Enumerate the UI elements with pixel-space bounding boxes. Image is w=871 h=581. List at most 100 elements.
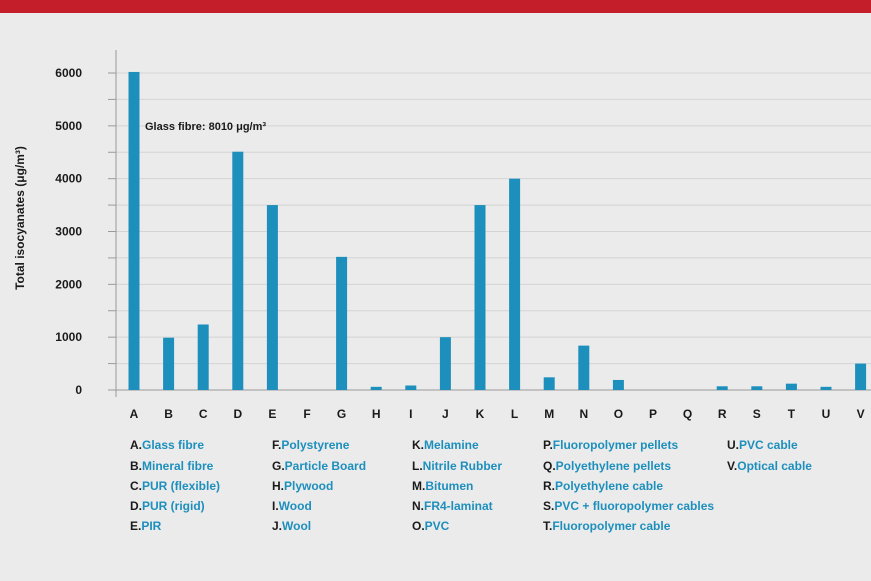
- legend-key: Q.: [543, 459, 556, 473]
- bar-e: [266, 205, 278, 390]
- legend-name: Optical cable: [737, 459, 812, 473]
- x-tick-label: N: [579, 407, 588, 421]
- bar-h: [370, 386, 382, 390]
- y-tick-label: 4000: [55, 172, 82, 186]
- bar-m: [543, 377, 555, 390]
- x-tick-label: C: [199, 407, 208, 421]
- legend-item: R. Polyethylene cable: [543, 478, 663, 494]
- x-tick-label: A: [130, 407, 139, 421]
- x-tick-label: K: [476, 407, 485, 421]
- legend-item: B. Mineral fibre: [130, 458, 213, 474]
- legend-item: D. PUR (rigid): [130, 498, 205, 514]
- legend-name: Bitumen: [425, 479, 474, 493]
- legend-key: H.: [272, 479, 284, 493]
- legend-name: Polyethylene cable: [555, 479, 664, 493]
- x-tick-label: L: [511, 407, 518, 421]
- bar-r: [716, 386, 728, 390]
- x-tick-label: V: [857, 407, 865, 421]
- y-tick-label: 1000: [55, 330, 82, 344]
- legend-name: Glass fibre: [142, 438, 205, 452]
- legend-name: PVC + fluoropolymer cables: [554, 499, 715, 513]
- legend-key: N.: [412, 499, 424, 513]
- legend-key: O.: [412, 519, 425, 533]
- legend-name: Particle Board: [284, 459, 367, 473]
- x-tick-label: E: [268, 407, 276, 421]
- legend-name: Fluoropolymer pellets: [552, 438, 679, 452]
- legend-item: E. PIR: [130, 518, 161, 534]
- legend-name: Wood: [278, 499, 312, 513]
- bar-s: [751, 386, 763, 390]
- x-tick-label: G: [337, 407, 346, 421]
- legend-name: Nitrile Rubber: [422, 459, 503, 473]
- bar-k: [474, 205, 486, 390]
- bar-c: [197, 324, 209, 390]
- x-tick-label: B: [164, 407, 173, 421]
- bar-v: [855, 363, 867, 390]
- x-tick-label: M: [544, 407, 554, 421]
- legend-name: Polyethylene pellets: [555, 459, 672, 473]
- x-tick-label: U: [822, 407, 831, 421]
- x-tick-labels: A B C D E F G H I J K L M N O P Q R S T U V: [130, 407, 865, 421]
- legend-name: Wool: [282, 519, 312, 533]
- x-tick-label: R: [718, 407, 727, 421]
- x-tick-label: J: [442, 407, 449, 421]
- legend-key: L.: [412, 459, 423, 473]
- legend-key: T.: [543, 519, 553, 533]
- bars: [128, 71, 867, 391]
- legend-item: Q. Polyethylene pellets: [543, 458, 671, 474]
- legend-item: M. Bitumen: [412, 478, 473, 494]
- legend-item: T. Fluoropolymer cable: [543, 518, 670, 534]
- legend-name: Polystyrene: [281, 438, 350, 452]
- x-tick-label: H: [372, 407, 381, 421]
- bar-b: [163, 337, 175, 390]
- y-tick-label: 6000: [55, 66, 82, 80]
- legend-key: R.: [543, 479, 555, 493]
- x-tick-label: D: [233, 407, 242, 421]
- legend-name: FR4-laminat: [424, 499, 493, 513]
- legend-name: PVC cable: [739, 438, 798, 452]
- bar-i: [405, 385, 417, 390]
- x-tick-label: T: [788, 407, 796, 421]
- x-tick-label: S: [753, 407, 761, 421]
- x-tick-label: I: [409, 407, 412, 421]
- legend-item: I. Wood: [272, 498, 312, 514]
- legend-name: Melamine: [424, 438, 479, 452]
- legend-item: J. Wool: [272, 518, 311, 534]
- legend-key: S.: [543, 499, 555, 513]
- legend-item: N. FR4-laminat: [412, 498, 493, 514]
- legend-item: C. PUR (flexible): [130, 478, 220, 494]
- legend-key: M.: [412, 479, 426, 493]
- bar-g: [336, 256, 348, 390]
- x-tick-label: Q: [683, 407, 692, 421]
- bar-n: [578, 345, 590, 390]
- y-tick-label: 3000: [55, 225, 82, 239]
- legend-item: O. PVC: [412, 518, 449, 534]
- legend-name: PUR (flexible): [142, 479, 221, 493]
- y-tick-label: 5000: [55, 119, 82, 133]
- legend-name: PIR: [141, 519, 162, 533]
- legend-key: V.: [727, 459, 738, 473]
- bar-t: [785, 383, 797, 390]
- bar-chart: 0 1000 2000 3000 4000 5000 6000 A B C D E F G H I J K L M N…: [13, 50, 871, 421]
- legend-item: G. Particle Board: [272, 458, 366, 474]
- x-tick-label: F: [303, 407, 310, 421]
- legend-name: Mineral fibre: [142, 459, 214, 473]
- legend-key: C.: [130, 479, 142, 493]
- x-tick-label: O: [614, 407, 623, 421]
- legend-item: L. Nitrile Rubber: [412, 458, 502, 474]
- bar-j: [439, 337, 451, 390]
- bar-a: [128, 71, 140, 391]
- y-ticks: 0 1000 2000 3000 4000 5000 6000: [55, 66, 82, 397]
- bar-o: [612, 379, 624, 390]
- legend-name: PVC: [424, 519, 450, 533]
- y-tick-label: 0: [75, 383, 82, 397]
- x-tick-label: P: [649, 407, 657, 421]
- legend-item: V. Optical cable: [727, 458, 812, 474]
- annotation-label: Glass fibre: 8010 μg/m³: [145, 121, 266, 133]
- legend-key: D.: [130, 499, 142, 513]
- legend-item: S. PVC + fluoropolymer cables: [543, 498, 714, 514]
- legend-key: E.: [130, 519, 142, 533]
- header-band: [0, 0, 871, 13]
- legend-item: H. Plywood: [272, 478, 333, 494]
- y-tick-label: 2000: [55, 277, 82, 291]
